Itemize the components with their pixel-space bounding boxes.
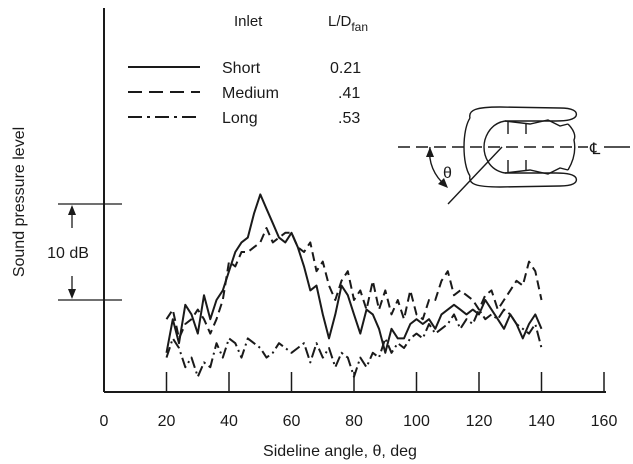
legend-header-ratio-main: L/D <box>328 13 352 30</box>
legend-ratio-long: .53 <box>338 110 360 127</box>
scale-bar-label: 10 dB <box>47 245 89 262</box>
sideline-angle-ray <box>447 146 503 205</box>
x-tick-label-60: 60 <box>283 413 301 430</box>
legend: Inlet L/Dfan Short 0.21 Medium .41 Long … <box>128 13 368 127</box>
x-axis-ticks <box>165 372 605 392</box>
theta-symbol: θ <box>443 165 452 182</box>
x-tick-label-120: 120 <box>466 413 493 430</box>
legend-label-medium: Medium <box>222 85 279 102</box>
core-body-lower <box>504 167 569 175</box>
core-body-upper <box>504 119 569 127</box>
x-tick-label-140: 140 <box>528 413 555 430</box>
legend-header-ratio-sub: fan <box>351 20 368 34</box>
angle-arc-arrow-top <box>426 147 434 157</box>
legend-label-long: Long <box>222 110 258 127</box>
exhaust-contour <box>567 123 576 171</box>
x-tick-label-40: 40 <box>220 413 238 430</box>
nacelle-lip <box>463 117 471 177</box>
spinner-outline <box>483 120 506 174</box>
centerline-symbol: ℄ <box>589 141 601 158</box>
y-axis-title: Sound pressure level <box>11 127 28 277</box>
legend-label-short: Short <box>222 60 261 77</box>
legend-ratio-medium: .41 <box>338 85 360 102</box>
legend-header-inlet: Inlet <box>234 13 263 30</box>
legend-ratio-short: 0.21 <box>330 60 361 77</box>
x-tick-label-0: 0 <box>100 413 109 430</box>
nacelle-lower-outline <box>469 172 578 188</box>
scale-bar-up-arrow <box>68 205 76 215</box>
series-line-short <box>165 193 543 354</box>
nacelle-upper-outline <box>469 106 578 122</box>
x-axis-tick-labels: 0 20 40 60 80 100 120 140 160 <box>100 413 618 430</box>
axes <box>103 8 606 393</box>
angle-arc-arrow-bottom <box>438 178 448 188</box>
x-axis-title: Sideline angle, θ, deg <box>263 443 417 460</box>
x-tick-label-160: 160 <box>591 413 618 430</box>
data-series <box>165 193 543 378</box>
engine-inlet-sketch <box>398 106 630 205</box>
legend-header-ratio: L/Dfan <box>328 13 368 34</box>
x-tick-label-20: 20 <box>158 413 176 430</box>
x-tick-label-80: 80 <box>345 413 363 430</box>
x-tick-label-100: 100 <box>403 413 430 430</box>
scale-bar-down-arrow <box>68 289 76 299</box>
series-line-medium <box>165 227 543 340</box>
series-line-long <box>165 308 543 378</box>
scale-bar-10db: 10 dB <box>47 203 122 301</box>
